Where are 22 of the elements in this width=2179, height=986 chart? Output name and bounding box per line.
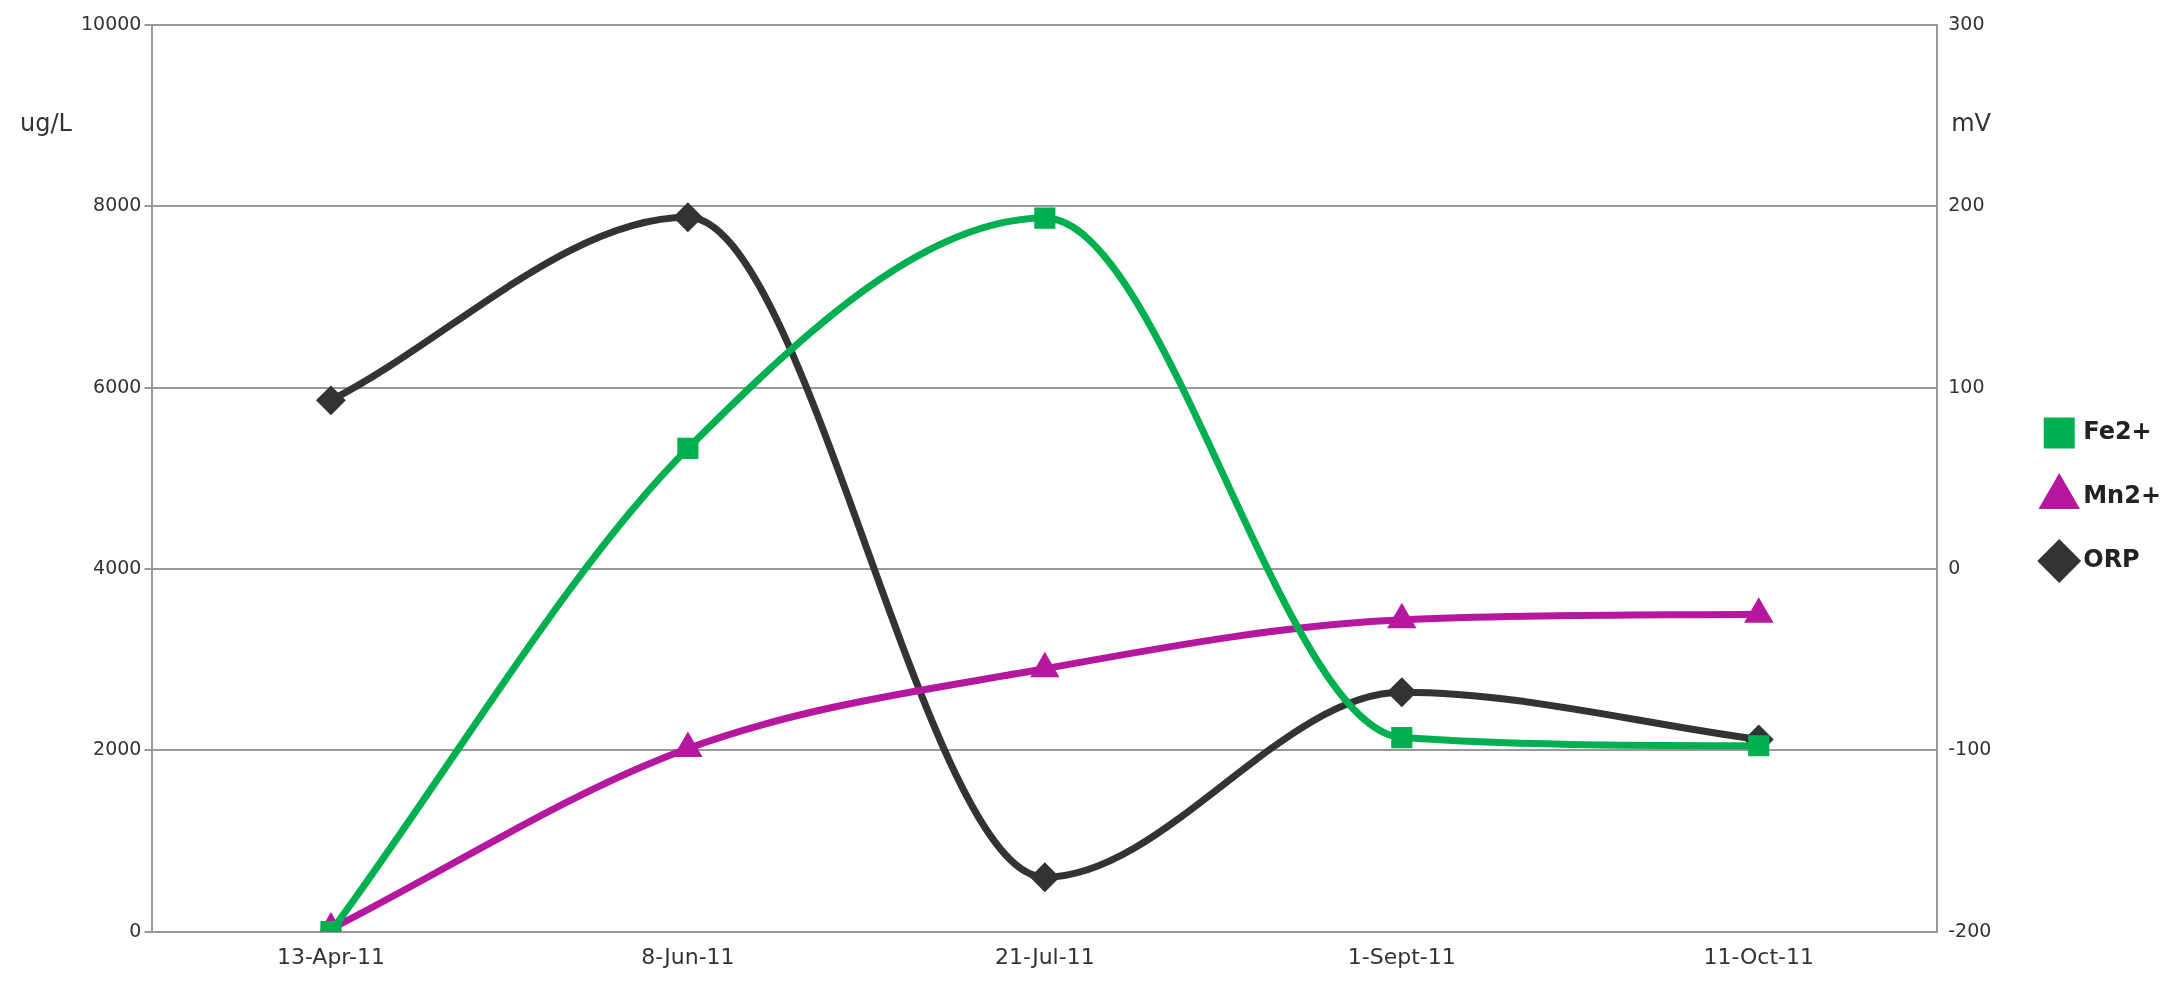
y2-tick-label: -100	[1948, 737, 1992, 760]
y2-tick-label: 300	[1948, 11, 1985, 34]
y-tick-label: 8000	[93, 193, 142, 216]
y2-tick-label: 0	[1948, 555, 1961, 578]
y2-axis-title: mV	[1951, 109, 1992, 138]
x-tick-label: 21-Jul-11	[995, 943, 1095, 969]
y-tick-label: 6000	[93, 374, 142, 397]
y-tick-label: 10000	[80, 11, 142, 34]
y-tick-label: 4000	[93, 555, 142, 578]
y-tick-label: 2000	[93, 737, 142, 760]
y-tick-label: 0	[129, 918, 142, 941]
y2-tick-label: 100	[1948, 374, 1985, 397]
legend-label: Fe2+	[2083, 417, 2152, 446]
y2-tick-label: 200	[1948, 193, 1985, 216]
x-tick-label: 11-Oct-11	[1703, 943, 1814, 969]
x-tick-label: 8-Jun-11	[641, 943, 735, 969]
legend-label: Mn2+	[2083, 481, 2161, 510]
y2-tick-label: -200	[1948, 918, 1992, 941]
x-tick-label: 1-Sept-11	[1347, 943, 1456, 969]
y-axis-title: ug/L	[20, 109, 73, 138]
legend-label: ORP	[2083, 545, 2140, 574]
x-tick-label: 13-Apr-11	[276, 943, 385, 969]
